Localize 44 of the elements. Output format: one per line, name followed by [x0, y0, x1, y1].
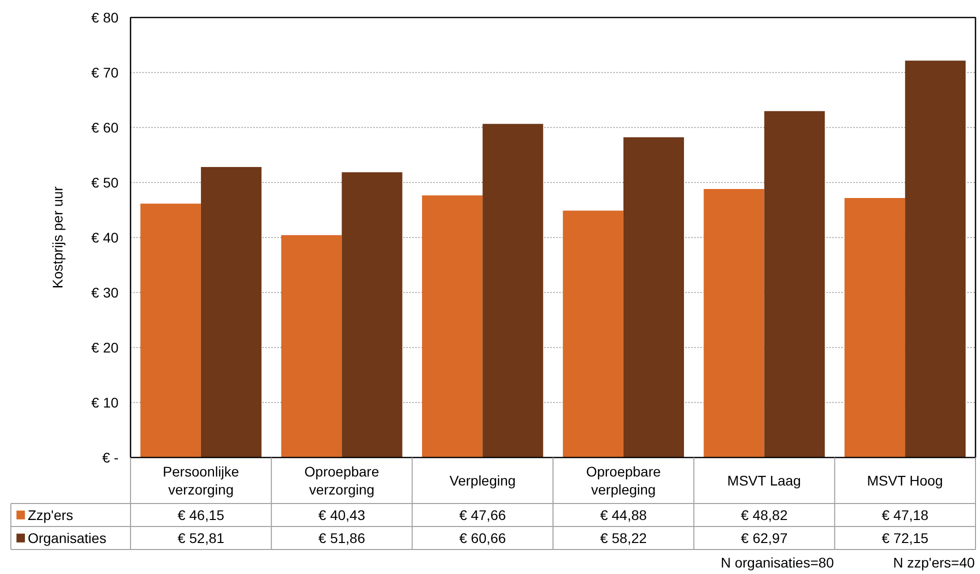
y-axis-title: Kostprijs per uur	[49, 186, 66, 288]
bar	[844, 198, 906, 458]
data-label: € 60,66	[459, 530, 506, 546]
data-label: € 44,88	[600, 506, 647, 523]
data-label: € 47,18	[882, 506, 929, 523]
bar	[764, 111, 825, 458]
bar	[140, 204, 201, 458]
data-label: € 40,43	[318, 506, 366, 523]
x-tick-label: Oproepbare verzorging	[304, 464, 380, 498]
y-tick-label: € 30	[91, 284, 119, 300]
legend-label: Zzp'ers	[28, 506, 74, 523]
y-tick-label: € 80	[91, 9, 119, 26]
x-tick-label: Verpleging	[450, 472, 516, 488]
legend-label: Organisaties	[28, 530, 106, 546]
bar	[623, 137, 684, 458]
y-tick-label: € 50	[91, 174, 119, 190]
bar	[562, 210, 624, 458]
data-label: € 72,15	[882, 530, 929, 546]
bar	[200, 167, 262, 458]
text: N zzp'ers=40	[893, 554, 976, 571]
data-label: € 62,97	[740, 530, 788, 546]
bar	[482, 124, 544, 458]
data-label: € 46,15	[178, 506, 225, 523]
data-label: € 51,86	[318, 530, 366, 546]
bar	[342, 172, 402, 458]
bar	[422, 195, 483, 458]
x-tick-label: Oproepbare verpleging	[586, 464, 661, 498]
y-tick-label: € 10	[91, 394, 119, 410]
data-label: € 58,22	[600, 530, 647, 546]
data-label: € 52,81	[178, 530, 225, 546]
x-tick-label: MSVT Hoog	[866, 472, 943, 488]
y-tick-label: € 40	[91, 229, 119, 246]
bar	[905, 60, 966, 458]
x-tick-label: Persoonlijke verzorging	[162, 464, 240, 498]
y-tick-label: € 20	[91, 339, 119, 356]
data-label: € 48,82	[740, 506, 788, 523]
x-tick-label: MSVT Laag	[727, 472, 801, 488]
bar	[281, 235, 342, 458]
bar	[704, 188, 764, 458]
y-tick-label: € 70	[91, 64, 119, 80]
y-tick-label: € -	[102, 449, 119, 466]
text: N organisaties=80	[720, 554, 834, 571]
data-label: € 47,66	[459, 506, 506, 523]
y-tick-label: € 60	[91, 119, 119, 136]
